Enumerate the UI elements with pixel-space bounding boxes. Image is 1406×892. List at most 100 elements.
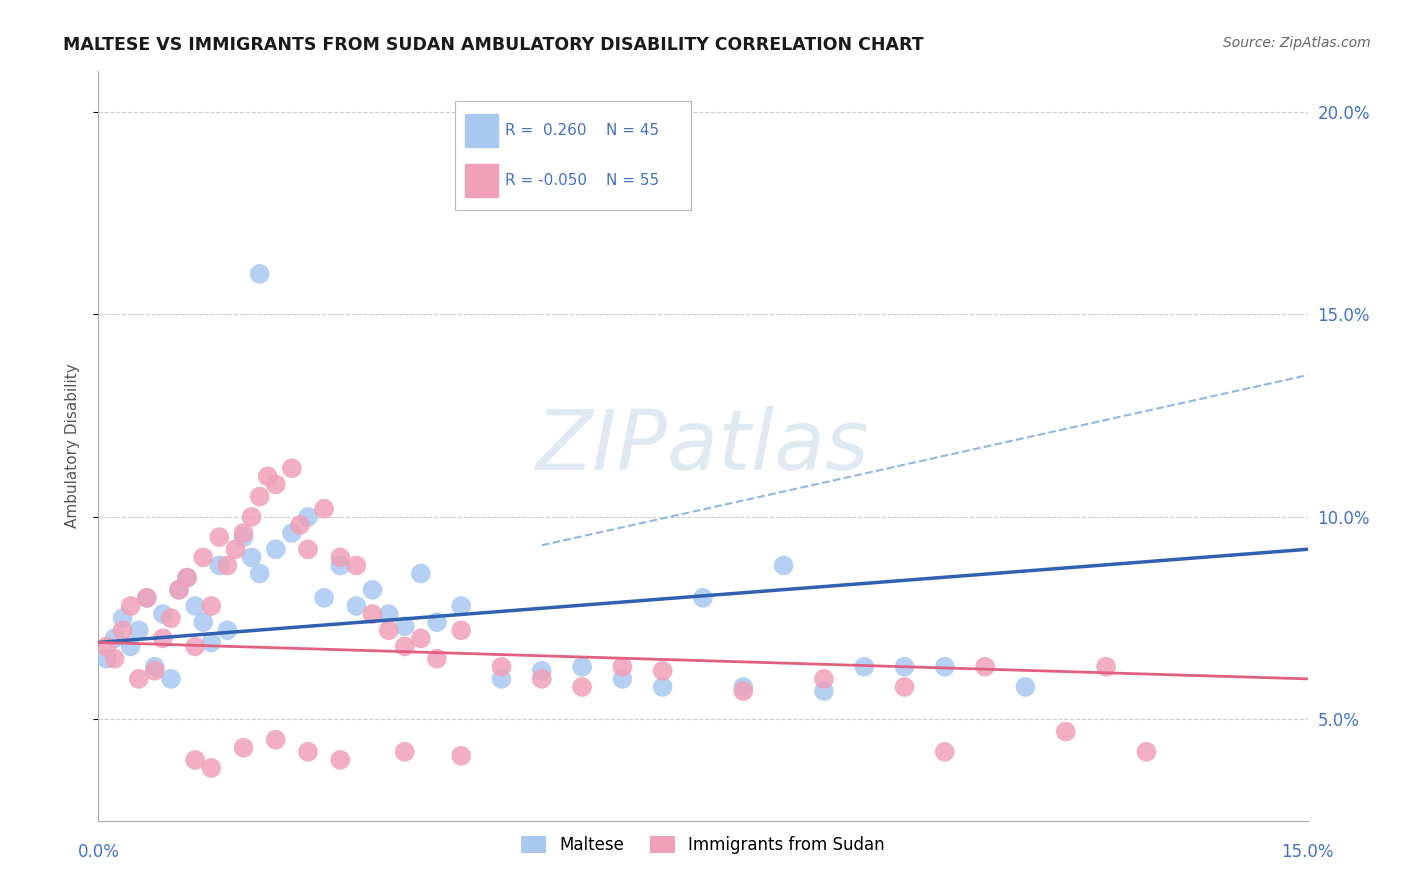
Point	[329, 558, 352, 573]
Point	[329, 550, 352, 565]
Point	[1095, 659, 1118, 673]
Point	[314, 501, 336, 516]
Point	[893, 680, 915, 694]
Point	[571, 680, 593, 694]
Point	[692, 591, 714, 605]
Point	[772, 558, 794, 573]
Legend: Maltese, Immigrants from Sudan: Maltese, Immigrants from Sudan	[515, 830, 891, 861]
Point	[450, 748, 472, 763]
Point	[361, 582, 384, 597]
Point	[893, 659, 915, 673]
Point	[530, 672, 553, 686]
Point	[394, 640, 416, 654]
Point	[240, 550, 263, 565]
Point	[409, 632, 432, 646]
Point	[426, 615, 449, 630]
Point	[249, 267, 271, 281]
Point	[1054, 724, 1077, 739]
Point	[329, 753, 352, 767]
Point	[530, 664, 553, 678]
Y-axis label: Ambulatory Disability: Ambulatory Disability	[65, 364, 80, 528]
Point	[426, 651, 449, 665]
Point	[176, 571, 198, 585]
Point	[160, 672, 183, 686]
Point	[297, 542, 319, 557]
Point	[813, 684, 835, 698]
Point	[377, 607, 399, 621]
Point	[377, 624, 399, 638]
Text: Source: ZipAtlas.com: Source: ZipAtlas.com	[1223, 36, 1371, 50]
Point	[208, 530, 231, 544]
Point	[612, 672, 634, 686]
Point	[1135, 745, 1157, 759]
Point	[249, 566, 271, 581]
Point	[176, 571, 198, 585]
Point	[651, 664, 673, 678]
Text: 15.0%: 15.0%	[1281, 843, 1334, 861]
Point	[249, 490, 271, 504]
Point	[232, 740, 254, 755]
Point	[232, 530, 254, 544]
Text: MALTESE VS IMMIGRANTS FROM SUDAN AMBULATORY DISABILITY CORRELATION CHART: MALTESE VS IMMIGRANTS FROM SUDAN AMBULAT…	[63, 36, 924, 54]
Point	[200, 635, 222, 649]
Point	[394, 619, 416, 633]
Point	[200, 599, 222, 613]
Point	[264, 477, 287, 491]
Point	[184, 753, 207, 767]
Point	[264, 732, 287, 747]
Point	[361, 607, 384, 621]
Point	[450, 599, 472, 613]
Point	[103, 651, 125, 665]
Point	[208, 558, 231, 573]
Point	[934, 745, 956, 759]
Point	[120, 640, 142, 654]
Point	[571, 659, 593, 673]
Point	[281, 461, 304, 475]
Point	[1014, 680, 1036, 694]
Point	[314, 591, 336, 605]
Point	[394, 745, 416, 759]
Point	[103, 632, 125, 646]
Point	[344, 558, 367, 573]
Point	[651, 680, 673, 694]
Point	[491, 672, 513, 686]
Point	[934, 659, 956, 673]
Point	[974, 659, 997, 673]
Point	[143, 659, 166, 673]
Point	[184, 599, 207, 613]
Point	[135, 591, 157, 605]
Point	[193, 615, 215, 630]
Point	[240, 509, 263, 524]
Point	[612, 659, 634, 673]
Point	[297, 509, 319, 524]
Point	[200, 761, 222, 775]
Point	[733, 684, 755, 698]
Point	[450, 624, 472, 638]
Point	[96, 651, 118, 665]
Point	[344, 599, 367, 613]
Point	[813, 672, 835, 686]
Point	[409, 566, 432, 581]
Point	[288, 518, 311, 533]
Point	[297, 745, 319, 759]
Point	[224, 542, 246, 557]
Text: 0.0%: 0.0%	[77, 843, 120, 861]
Point	[111, 624, 134, 638]
Point	[111, 611, 134, 625]
Point	[853, 659, 876, 673]
Point	[733, 680, 755, 694]
Text: ZIPatlas: ZIPatlas	[536, 406, 870, 486]
Point	[167, 582, 190, 597]
Point	[217, 558, 239, 573]
Point	[152, 632, 174, 646]
Point	[491, 659, 513, 673]
Point	[256, 469, 278, 483]
Point	[167, 582, 190, 597]
Point	[152, 607, 174, 621]
Point	[160, 611, 183, 625]
Point	[96, 640, 118, 654]
Point	[193, 550, 215, 565]
Point	[281, 526, 304, 541]
Point	[232, 526, 254, 541]
Point	[120, 599, 142, 613]
